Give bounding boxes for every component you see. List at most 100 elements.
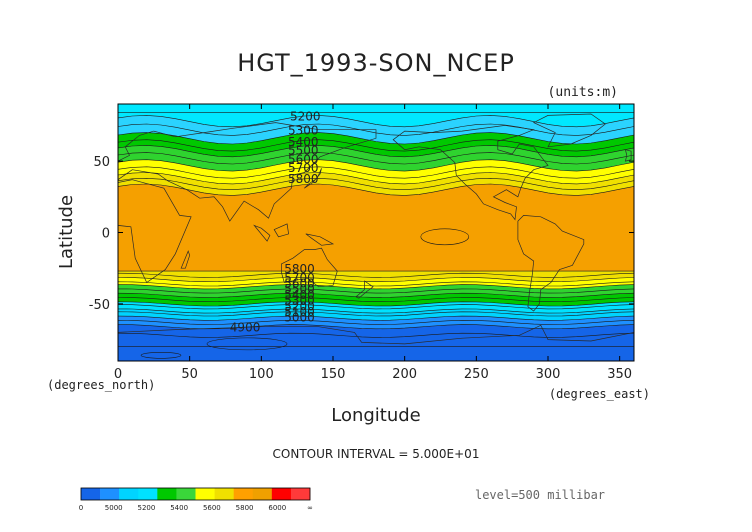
contour-loop-1 bbox=[206, 337, 288, 351]
colorbar-swatch-1 bbox=[100, 488, 120, 500]
contour-line-22 bbox=[117, 288, 635, 294]
x-tick-label-0: 0 bbox=[114, 367, 122, 382]
contour-label-south-3: 5500 bbox=[284, 282, 315, 296]
contour-label-north-6: 5800 bbox=[288, 172, 319, 186]
level-note: level=500 millibar bbox=[475, 488, 605, 502]
contour-line-9 bbox=[117, 292, 635, 298]
contour-line-12 bbox=[117, 315, 635, 321]
colorbar bbox=[80, 487, 311, 501]
color-band-10 bbox=[118, 293, 634, 306]
contour-label-north-5: 5700 bbox=[288, 161, 319, 175]
coastline-12 bbox=[355, 280, 374, 299]
contour-labels: 5200530054005500560057005800580057005600… bbox=[230, 109, 321, 334]
x-tick-label-3: 150 bbox=[321, 367, 346, 382]
colorbar-label-5: 5800 bbox=[236, 504, 254, 512]
contour-label-south-2: 5600 bbox=[284, 276, 315, 290]
color-band-9 bbox=[118, 284, 634, 298]
colorbar-label-6: 6000 bbox=[268, 504, 286, 512]
colorbar-label-4: 5600 bbox=[203, 504, 221, 512]
colorbar-swatch-5 bbox=[176, 488, 196, 500]
coastline-3 bbox=[253, 224, 271, 242]
contour-line-21 bbox=[117, 281, 635, 287]
contour-label-north-1: 5300 bbox=[288, 124, 319, 138]
coastline-4 bbox=[273, 223, 289, 238]
contour-line-25 bbox=[117, 311, 635, 317]
contour-label-min: 4900 bbox=[230, 321, 261, 335]
contour-loop-2 bbox=[140, 351, 182, 359]
x-tick-label-4: 200 bbox=[392, 367, 417, 382]
coastline-13 bbox=[624, 149, 632, 162]
colorbar-swatch-8 bbox=[233, 488, 254, 500]
y-axis-label: Latitude bbox=[56, 195, 77, 269]
color-band-7 bbox=[118, 271, 634, 282]
x-tick-label-6: 300 bbox=[536, 367, 561, 382]
contour-line-0 bbox=[117, 115, 635, 128]
coastline-7 bbox=[392, 125, 549, 221]
chart-title: HGT_1993-SON_NCEP bbox=[237, 49, 515, 77]
contour-line-7 bbox=[117, 277, 635, 283]
contour-line-2 bbox=[117, 145, 635, 158]
colorbar-swatch-9 bbox=[252, 488, 273, 500]
colorbar-swatch-10 bbox=[271, 488, 292, 500]
coastline-5 bbox=[305, 233, 335, 246]
contour-line-16 bbox=[117, 139, 635, 152]
colorbar-label-0: 0 bbox=[79, 504, 83, 512]
colorbar-label-3: 5400 bbox=[170, 504, 188, 512]
units-label: (units:m) bbox=[548, 85, 618, 100]
x-tick-label-7: 350 bbox=[607, 367, 632, 382]
color-band-13 bbox=[118, 316, 634, 329]
colorbar-frame bbox=[80, 487, 311, 501]
colorbar-swatch-0 bbox=[81, 488, 101, 500]
y-axis-ticks: -50 0 50 bbox=[89, 155, 634, 313]
coastline-1 bbox=[117, 122, 377, 222]
contour-label-south-7: 5100 bbox=[284, 305, 315, 319]
contour-label-north-0: 5200 bbox=[290, 109, 321, 123]
colorbar-swatch-6 bbox=[195, 488, 215, 500]
contour-line-5 bbox=[117, 183, 635, 196]
y-tick-label-2: 50 bbox=[93, 155, 110, 170]
contour-line-4 bbox=[117, 172, 635, 185]
color-band-6 bbox=[118, 184, 634, 272]
contour-line-10 bbox=[117, 301, 635, 307]
contour-label-south-6: 5200 bbox=[284, 299, 315, 313]
colorbar-label-7: ∞ bbox=[307, 504, 313, 512]
x-axis-ticks: 0 50 100 150 200 250 300 350 bbox=[114, 104, 632, 382]
contour-line-27 bbox=[117, 332, 635, 338]
contour-label-south-0: 5800 bbox=[284, 262, 315, 276]
colorbar-label-2: 5200 bbox=[138, 504, 156, 512]
colorbar-swatch-3 bbox=[138, 488, 158, 500]
contour-label-north-4: 5600 bbox=[288, 152, 319, 166]
color-band-11 bbox=[118, 301, 634, 314]
color-band-2 bbox=[118, 132, 634, 157]
y-unit-label: (degrees_north) bbox=[47, 378, 155, 392]
contour-line-1 bbox=[117, 132, 635, 145]
color-band-5 bbox=[118, 172, 634, 196]
coastline-0 bbox=[117, 179, 192, 284]
y-tick-label-0: -50 bbox=[89, 298, 110, 313]
x-tick-label-5: 250 bbox=[464, 367, 489, 382]
y-tick-label-1: 0 bbox=[102, 227, 110, 242]
color-band-12 bbox=[118, 308, 634, 321]
contour-line-19 bbox=[117, 177, 635, 191]
contour-label-south-8: 5000 bbox=[284, 311, 315, 325]
colorbar-swatch-2 bbox=[119, 488, 139, 500]
contour-line-24 bbox=[117, 304, 635, 310]
color-band-4 bbox=[118, 159, 634, 184]
x-tick-label-1: 50 bbox=[181, 367, 198, 382]
colorbar-label-1: 5000 bbox=[105, 504, 123, 512]
color-band-0 bbox=[118, 104, 634, 127]
contour-interval-note: CONTOUR INTERVAL = 5.000E+01 bbox=[273, 447, 480, 461]
coastline-9 bbox=[517, 215, 585, 312]
coastline-8 bbox=[532, 113, 606, 148]
contour-line-23 bbox=[117, 297, 635, 303]
x-unit-label: (degrees_east) bbox=[549, 387, 650, 401]
contour-label-south-4: 5400 bbox=[284, 288, 315, 302]
coastline-2 bbox=[281, 247, 338, 288]
colorbar-labels: 0 5000 5200 5400 5600 5800 6000 ∞ bbox=[79, 504, 313, 512]
contour-loop-0 bbox=[420, 228, 470, 246]
contour-label-north-2: 5400 bbox=[288, 135, 319, 149]
contour-line-20 bbox=[117, 272, 635, 278]
coastline-11 bbox=[180, 250, 191, 269]
plot-area: 5200530054005500560057005800580057005600… bbox=[117, 103, 635, 362]
